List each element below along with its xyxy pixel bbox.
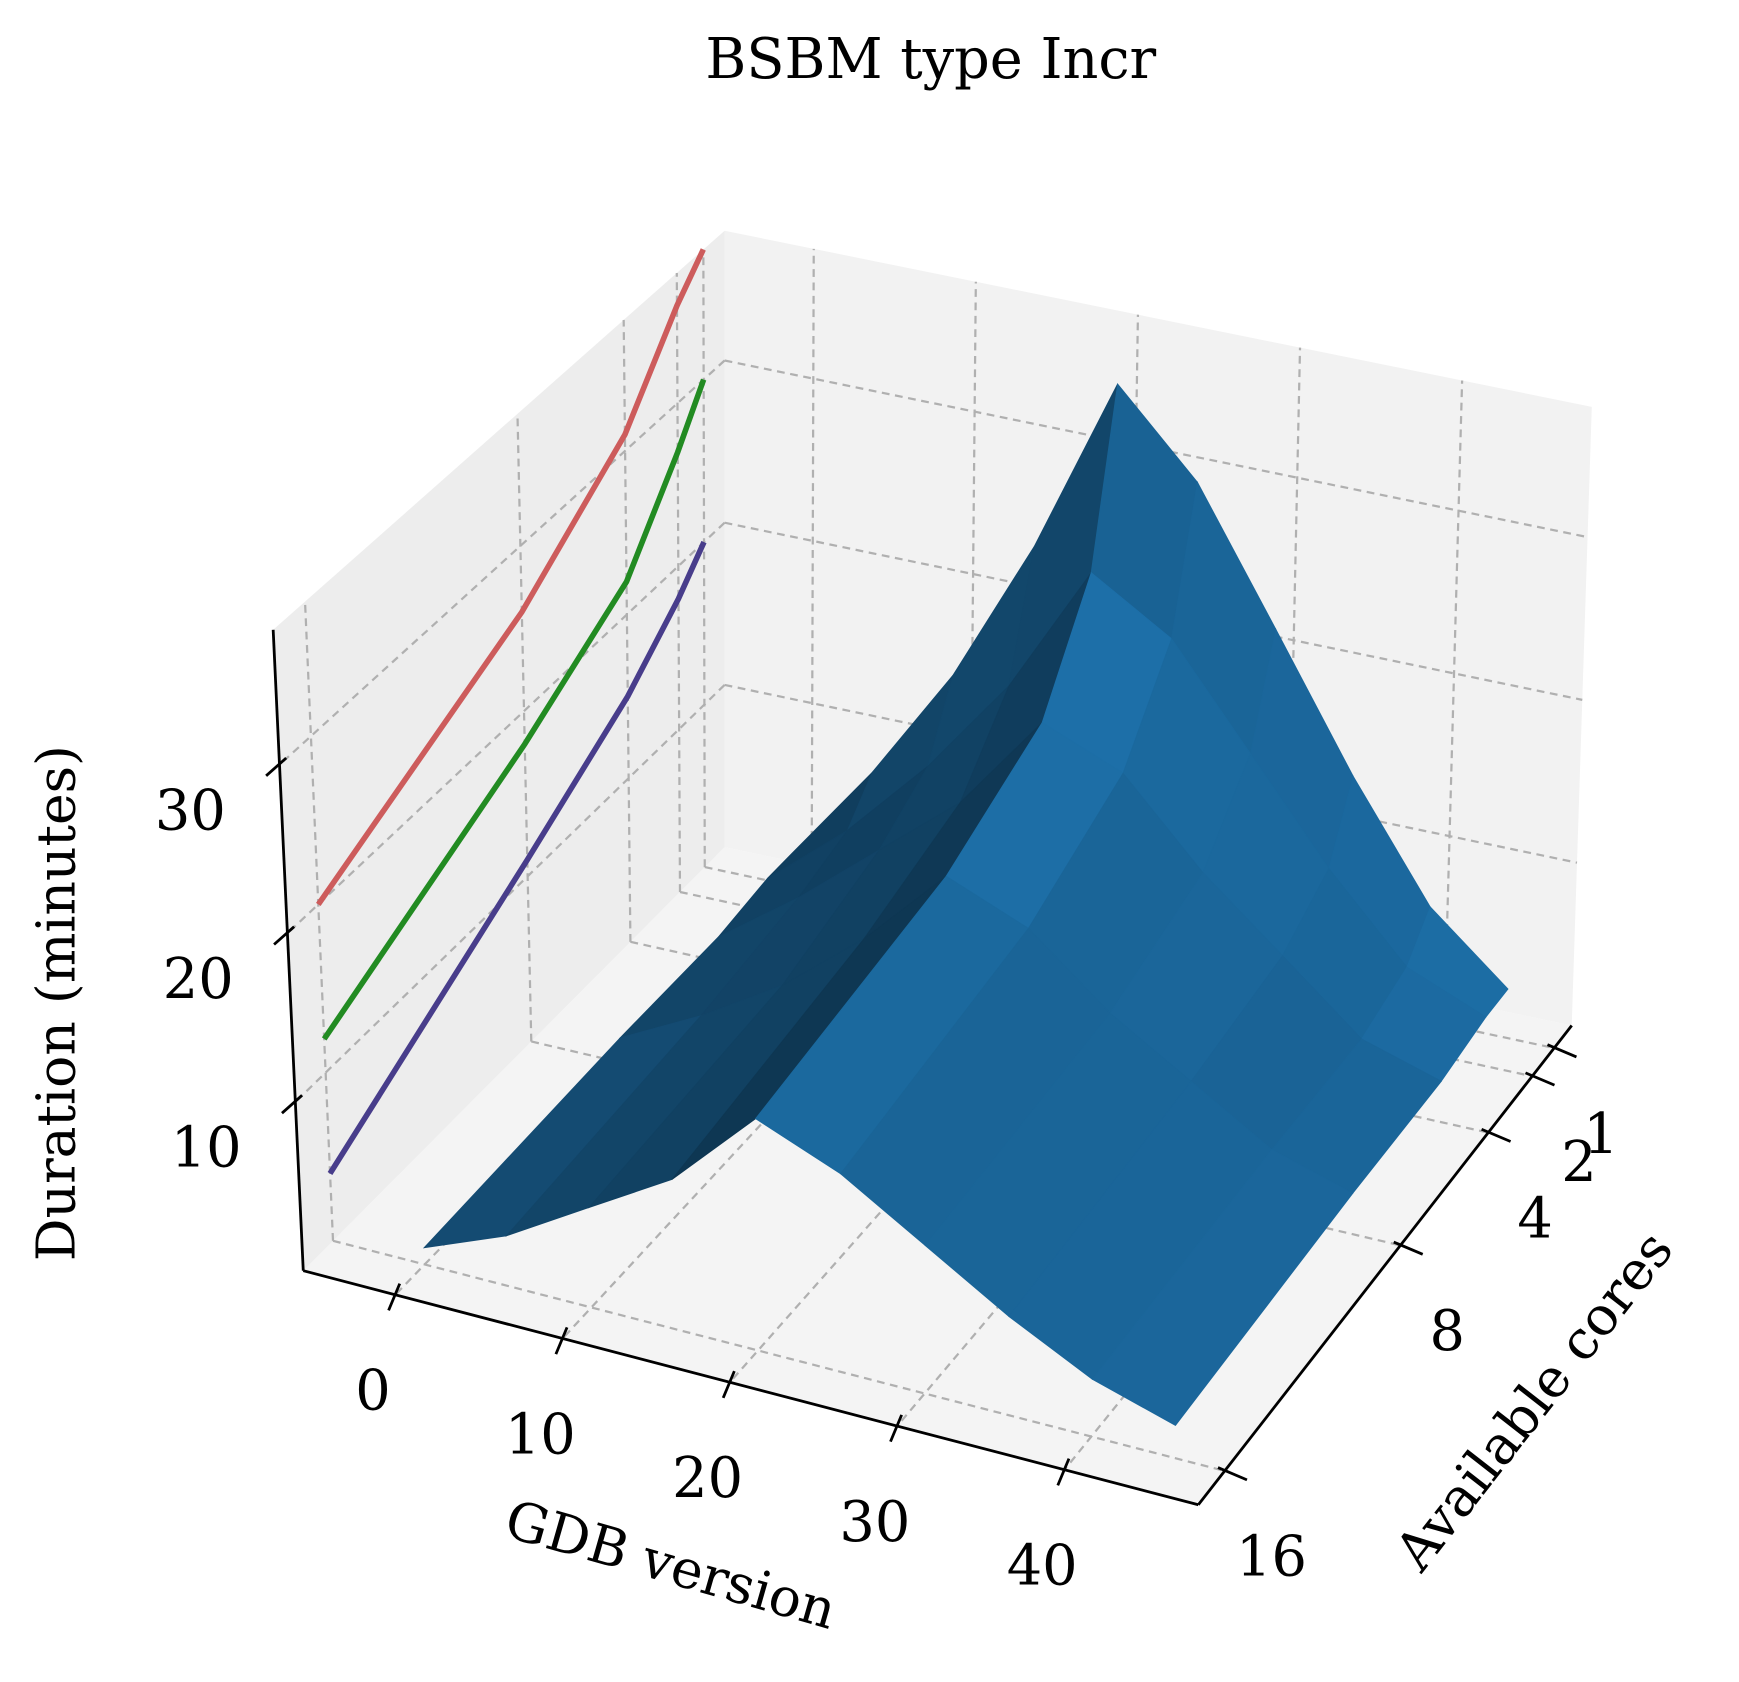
grid-line <box>332 1239 1225 1473</box>
x-tick-label: 40 <box>1007 1534 1078 1599</box>
x-tick-label: 30 <box>839 1490 910 1555</box>
y-axis-label: Available cores <box>1382 1219 1686 1583</box>
x-axis-line <box>302 1269 1199 1507</box>
x-tick <box>387 1283 402 1311</box>
x-tick <box>889 1414 903 1443</box>
grid-line <box>294 684 726 1103</box>
y-tick-label: 16 <box>1236 1525 1307 1590</box>
x-tick-label: 20 <box>672 1446 743 1511</box>
grid-line <box>1443 380 1464 999</box>
z-tick-label: 30 <box>155 778 226 843</box>
y-tick <box>1217 1466 1248 1482</box>
y-tick-label: 1 <box>1583 1102 1618 1167</box>
x-tick <box>721 1370 736 1399</box>
y-tick-label: 8 <box>1429 1299 1464 1364</box>
z-tick-label: 20 <box>163 947 234 1012</box>
wall-line <box>327 540 707 1175</box>
x-tick <box>554 1326 569 1355</box>
y-tick <box>1393 1240 1424 1256</box>
y-tick <box>1481 1127 1512 1143</box>
grid-line <box>968 281 977 899</box>
left-pane <box>273 230 725 1271</box>
y-tick <box>1546 1043 1577 1059</box>
grid-line <box>516 413 533 1042</box>
y-axis-line <box>1197 1024 1573 1506</box>
surface-face <box>1091 1149 1354 1426</box>
grid-line <box>622 319 632 942</box>
y-tick-label: 4 <box>1517 1186 1552 1251</box>
z-axis-line <box>271 629 305 1271</box>
grid-line <box>724 521 1583 701</box>
grid-line <box>702 249 706 868</box>
grid-line <box>675 272 682 892</box>
y-tick <box>1524 1071 1556 1087</box>
z-tick <box>281 1094 303 1115</box>
grid-line <box>286 521 726 935</box>
chart-title: BSBM type Incr <box>705 27 1156 92</box>
grid-line <box>1285 347 1302 966</box>
grid-line <box>810 248 815 866</box>
x-tick-label: 10 <box>505 1402 576 1467</box>
y-tick-label: 2 <box>1561 1130 1596 1195</box>
x-axis-label: GDB version <box>498 1487 843 1641</box>
wall-line <box>316 248 706 907</box>
z-tick <box>273 925 296 946</box>
z-tick <box>265 756 288 777</box>
z-axis-label: Duration (minutes) <box>25 745 88 1261</box>
x-tick <box>1056 1458 1071 1486</box>
wall-line <box>321 378 707 1041</box>
x-tick-label: 0 <box>355 1359 390 1424</box>
grid-line <box>278 359 726 766</box>
z-tick-label: 10 <box>171 1116 242 1181</box>
